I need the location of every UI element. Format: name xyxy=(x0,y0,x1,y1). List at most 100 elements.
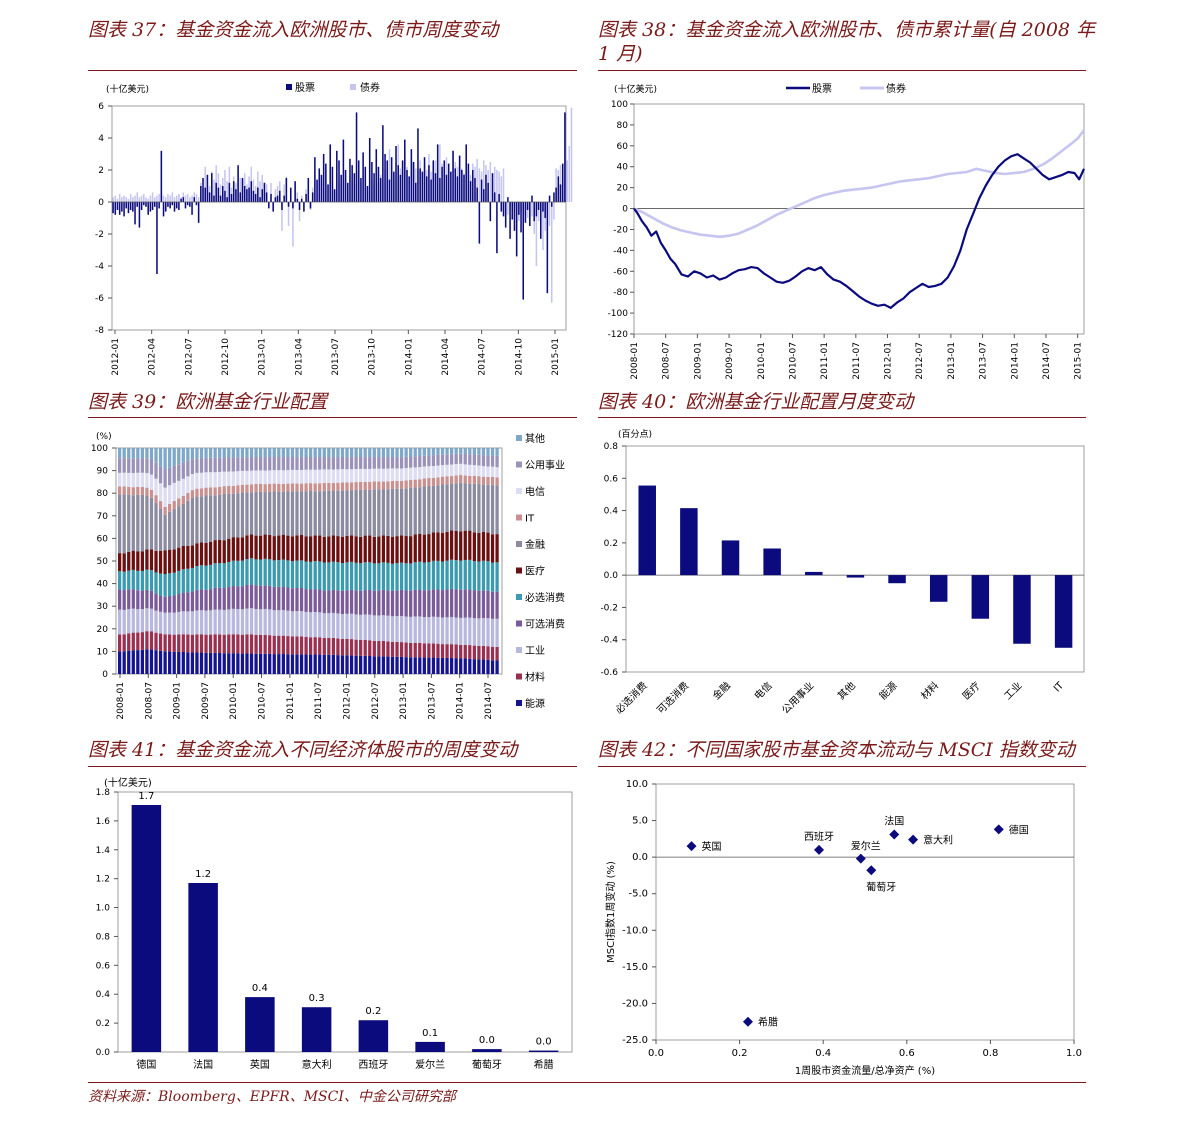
legend-label: 其他 xyxy=(525,432,545,445)
stack-segment xyxy=(158,501,163,509)
stack-segment xyxy=(322,490,326,537)
stack-segment xyxy=(158,448,163,467)
equity-bar xyxy=(533,202,535,222)
equity-bar xyxy=(542,202,544,212)
stack-segment xyxy=(136,590,140,610)
stack-segment xyxy=(195,589,199,611)
equity-bar xyxy=(362,152,364,202)
stack-segment xyxy=(359,456,363,469)
stack-segment xyxy=(199,542,204,566)
stack-segment xyxy=(131,458,135,474)
stack-segment xyxy=(208,564,213,590)
point-label: 德国 xyxy=(1009,823,1029,836)
stack-segment xyxy=(377,468,381,482)
equity-bar xyxy=(156,202,158,274)
stack-segment xyxy=(208,589,213,611)
stack-segment xyxy=(168,573,172,597)
stack-segment xyxy=(227,448,231,458)
equity-bar xyxy=(268,202,270,209)
legend-label: 公用事业 xyxy=(525,459,565,472)
stack-segment xyxy=(318,561,322,590)
stack-segment xyxy=(199,472,204,489)
stack-segment xyxy=(208,487,213,496)
stack-segment xyxy=(399,535,404,563)
y-tick-label: 20 xyxy=(617,184,629,194)
stack-segment xyxy=(404,657,408,674)
stack-segment xyxy=(413,479,417,488)
y-tick-label: 0 xyxy=(98,198,104,208)
equity-bar xyxy=(434,173,437,202)
stack-segment xyxy=(440,484,445,534)
stack-segment xyxy=(436,560,440,590)
stack-segment xyxy=(404,642,408,658)
stack-segment xyxy=(118,651,122,674)
stack-segment xyxy=(286,654,290,674)
stack-segment xyxy=(272,470,276,484)
equity-bar xyxy=(140,202,143,210)
data-label: 0.3 xyxy=(309,993,325,1004)
bond-bar xyxy=(500,176,503,202)
stack-segment xyxy=(368,489,372,536)
x-tick-label: 2012-04 xyxy=(148,338,158,376)
stack-segment xyxy=(463,589,467,618)
stack-segment xyxy=(181,592,185,612)
stack-segment xyxy=(158,595,163,612)
equity-bar xyxy=(329,144,331,202)
equity-bar xyxy=(336,150,338,202)
stack-segment xyxy=(463,475,467,484)
y-tick-label: 2 xyxy=(98,166,104,176)
stack-segment xyxy=(331,448,336,458)
equity-bar xyxy=(485,174,487,202)
x-tick-label: 2014-07 xyxy=(478,338,488,376)
x-tick-label: 2013-01 xyxy=(947,342,957,380)
stack-segment xyxy=(495,562,499,592)
stack-segment xyxy=(299,448,304,458)
stack-segment xyxy=(136,570,140,591)
equity-bar xyxy=(445,174,448,202)
stack-segment xyxy=(258,470,263,484)
bond-bar xyxy=(186,194,189,202)
stack-segment xyxy=(218,457,222,472)
x-tick-label: 2011-01 xyxy=(820,342,830,380)
stack-segment xyxy=(486,466,490,477)
y-tick-label: 50 xyxy=(97,557,109,567)
stack-segment xyxy=(236,485,240,494)
stack-segment xyxy=(295,535,299,561)
x-tick-label: 2009-07 xyxy=(725,342,735,380)
stack-segment xyxy=(172,465,176,483)
legend-label: 医疗 xyxy=(525,565,545,578)
stack-segment xyxy=(318,469,322,484)
equity-bar xyxy=(347,182,349,202)
stack-segment xyxy=(172,448,176,466)
equity-bar xyxy=(322,154,325,202)
stack-segment xyxy=(240,653,245,674)
stack-segment xyxy=(349,448,354,458)
stack-segment xyxy=(136,472,140,487)
equity-bar xyxy=(316,179,318,202)
stack-segment xyxy=(231,448,235,458)
stack-segment xyxy=(213,609,217,635)
equity-bar xyxy=(158,202,160,209)
bond-bar xyxy=(535,202,538,266)
stack-segment xyxy=(322,562,326,591)
scatter-point xyxy=(866,865,877,876)
stack-segment xyxy=(454,464,458,476)
stack-segment xyxy=(154,632,158,651)
stack-segment xyxy=(345,490,349,536)
stack-segment xyxy=(172,572,176,596)
point-label: 希腊 xyxy=(758,1016,778,1029)
stack-segment xyxy=(258,653,263,674)
stack-segment xyxy=(431,455,436,466)
equity-bar xyxy=(410,149,413,202)
stack-segment xyxy=(395,488,399,537)
stack-segment xyxy=(318,457,322,470)
stack-segment xyxy=(368,655,372,674)
stack-segment xyxy=(390,641,395,657)
stack-segment xyxy=(304,536,308,562)
x-tick-label: 2013-04 xyxy=(294,338,304,376)
equity-bar xyxy=(379,178,382,202)
stack-segment xyxy=(304,491,308,537)
stack-segment xyxy=(131,569,135,590)
stack-segment xyxy=(290,561,295,589)
plot-frame xyxy=(633,103,1085,335)
